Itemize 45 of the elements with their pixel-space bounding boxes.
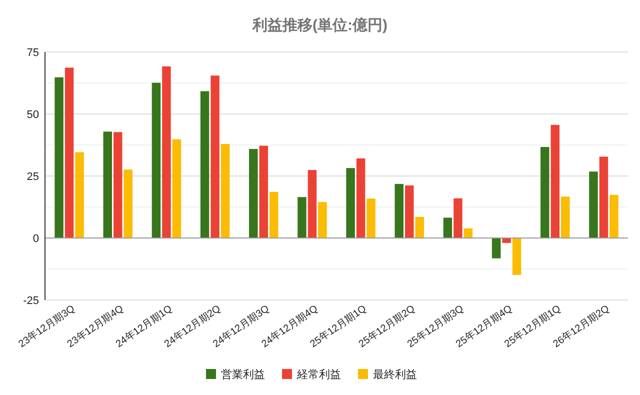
- bar: [114, 132, 122, 238]
- bar: [308, 170, 317, 238]
- bar: [492, 238, 501, 258]
- bar: [394, 184, 404, 238]
- bar: [124, 170, 132, 238]
- y-tick-label: -25: [23, 295, 39, 307]
- bar: [64, 68, 74, 238]
- y-tick-label: 75: [26, 47, 39, 59]
- bar: [550, 124, 560, 238]
- bar: [443, 218, 452, 238]
- y-tick-label: 0: [32, 233, 39, 245]
- bar: [599, 156, 608, 238]
- bar: [405, 185, 414, 238]
- bar: [318, 202, 327, 238]
- bar: [366, 198, 376, 238]
- bar: [220, 144, 230, 238]
- bar: [502, 238, 511, 243]
- bar: [589, 172, 598, 238]
- bar: [415, 216, 424, 238]
- bar: [162, 66, 171, 238]
- bar: [512, 238, 522, 275]
- chart-title: 利益推移(単位:億円): [252, 17, 388, 34]
- bar: [54, 77, 64, 238]
- bar: [540, 146, 550, 238]
- bar: [75, 152, 84, 238]
- bar: [172, 139, 182, 238]
- bar: [464, 228, 473, 238]
- bar: [103, 132, 112, 238]
- bar: [259, 146, 268, 238]
- legend-label: 経常利益: [296, 368, 341, 381]
- bar: [210, 76, 220, 238]
- bar: [356, 158, 366, 238]
- bar: [610, 194, 618, 238]
- legend-label: 営業利益: [221, 368, 265, 381]
- y-tick-label: 50: [26, 109, 39, 121]
- bar: [249, 148, 258, 238]
- bar: [269, 192, 278, 238]
- bar: [560, 196, 570, 238]
- bar: [152, 82, 161, 238]
- legend-label: 最終利益: [373, 368, 417, 381]
- bar: [454, 198, 462, 238]
- bar: [200, 91, 210, 238]
- y-tick-label: 25: [26, 171, 39, 183]
- bar: [298, 197, 306, 238]
- bar: [346, 168, 355, 238]
